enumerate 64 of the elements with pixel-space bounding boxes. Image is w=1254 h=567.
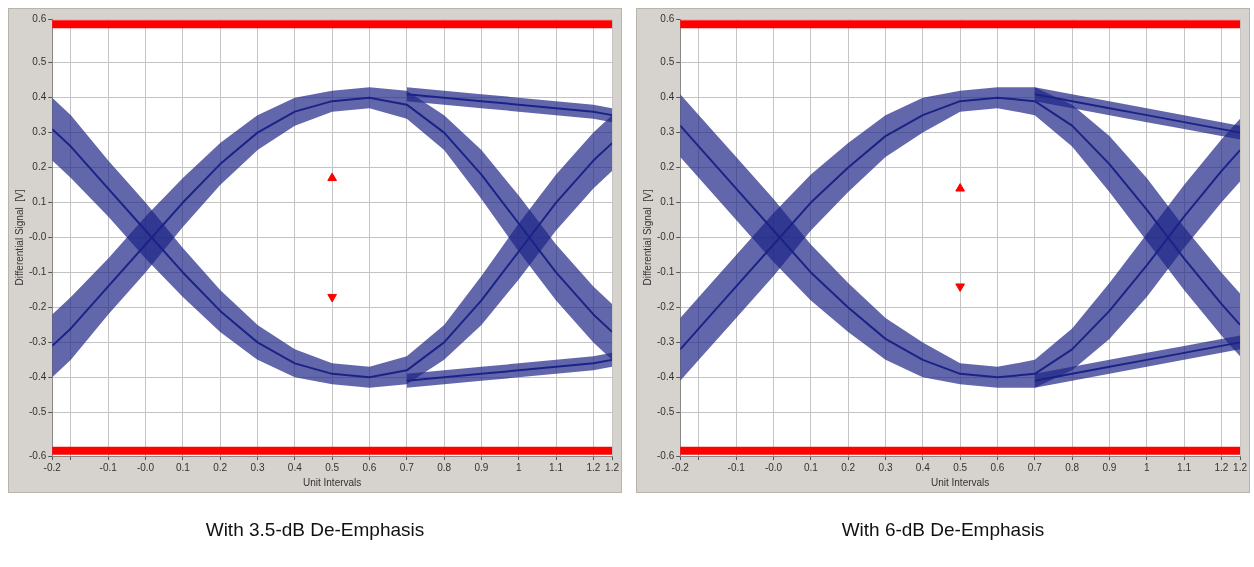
y-axis-title: Differential Signal [V] [13, 189, 25, 286]
y-tick-label: -0.3 [657, 336, 675, 348]
x-tick-label: 0.3 [878, 461, 893, 473]
x-tick-label: -0.1 [727, 461, 746, 473]
x-tick-label: 0.7 [399, 461, 415, 473]
y-tick-label: 0.1 [32, 196, 47, 208]
y-tick-label: -0.1 [29, 266, 47, 278]
x-tick-label: 0.6 [990, 461, 1005, 473]
x-tick-label: -0.0 [136, 461, 155, 473]
x-tick-label: 0.9 [474, 461, 489, 473]
y-tick-label: -0.5 [29, 406, 47, 418]
x-axis-title: Unit Intervals [302, 476, 362, 488]
y-tick-label: 0.4 [32, 91, 47, 103]
x-tick-label: 0.1 [803, 461, 819, 473]
x-tick-label: 0.7 [1027, 461, 1043, 473]
y-tick-label: -0.6 [657, 449, 675, 461]
x-tick-label: 0.8 [1065, 461, 1080, 473]
x-tick-label: -0.1 [99, 461, 118, 473]
y-tick-label: -0.4 [29, 371, 47, 383]
y-tick-label: 0.3 [32, 126, 47, 138]
text: With 6-dB De-Emphasis [840, 519, 1046, 541]
x-tick-label: 1.2 [1233, 461, 1248, 473]
y-tick-label: -0.5 [657, 406, 675, 418]
y-tick-label: -0.2 [657, 301, 675, 313]
x-tick-label: 1.1 [1177, 461, 1192, 473]
x-tick-label: 1.2 [605, 461, 620, 473]
x-tick-label: -0.2 [43, 461, 62, 473]
x-tick-label: 0.2 [841, 461, 856, 473]
x-tick-label: 0.4 [915, 461, 931, 473]
text: With 3.5-dB De-Emphasis [204, 519, 426, 541]
y-tick-label: 0.5 [32, 56, 47, 68]
x-tick-label: 0.2 [213, 461, 228, 473]
x-tick-label: 0.4 [287, 461, 303, 473]
x-tick-label: 0.5 [325, 461, 340, 473]
y-tick-label: -0.0 [29, 231, 47, 243]
x-tick-label: -0.2 [671, 461, 690, 473]
x-tick-label: 0.5 [953, 461, 968, 473]
x-tick-label: 0.3 [250, 461, 265, 473]
y-tick-label: 0.2 [32, 161, 47, 173]
y-tick-label: 0.4 [660, 91, 675, 103]
x-tick-label: 1 [1143, 461, 1150, 473]
x-tick-label: 0.8 [437, 461, 452, 473]
y-tick-label: -0.6 [29, 449, 47, 461]
y-tick-label: 0.6 [660, 12, 675, 24]
y-tick-label: -0.4 [657, 371, 675, 383]
x-tick-label: 1.2 [1214, 461, 1229, 473]
x-tick-label: 1.1 [549, 461, 564, 473]
y-tick-label: 0.2 [660, 161, 675, 173]
y-tick-label: -0.0 [657, 231, 675, 243]
y-tick-label: -0.3 [29, 336, 47, 348]
x-axis-title: Unit Intervals [930, 476, 990, 488]
y-tick-label: 0.6 [32, 12, 47, 24]
y-tick-label: 0.5 [660, 56, 675, 68]
y-tick-label: -0.2 [29, 301, 47, 313]
x-tick-label: 0.1 [175, 461, 191, 473]
x-tick-label: 0.6 [362, 461, 377, 473]
x-tick-label: 1 [515, 461, 522, 473]
x-tick-label: 0.9 [1102, 461, 1117, 473]
x-tick-label: -0.0 [764, 461, 783, 473]
y-tick-label: -0.1 [657, 266, 675, 278]
y-tick-label: 0.3 [660, 126, 675, 138]
y-tick-label: 0.1 [660, 196, 675, 208]
x-tick-label: 1.2 [586, 461, 601, 473]
y-axis-title: Differential Signal [V] [641, 189, 653, 286]
